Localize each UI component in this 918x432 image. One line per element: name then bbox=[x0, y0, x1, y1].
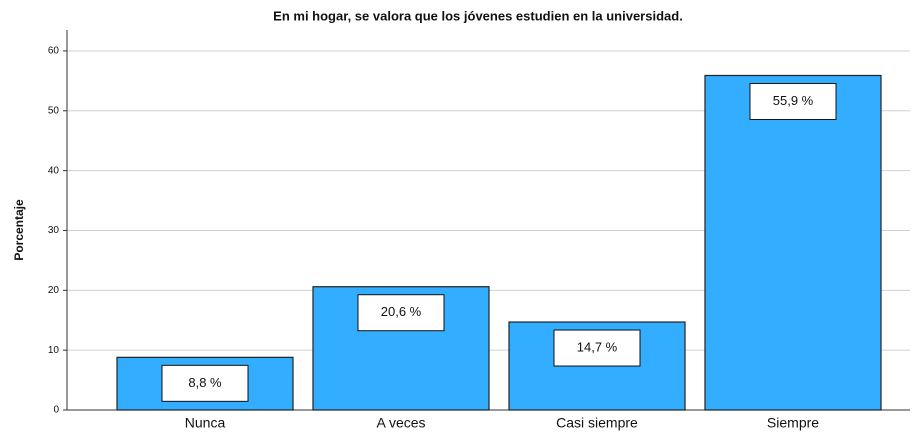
y-tick-label: 40 bbox=[48, 165, 60, 176]
value-label: 8,8 % bbox=[188, 375, 222, 390]
value-label-box bbox=[357, 294, 445, 332]
x-tick-label: Siempre bbox=[767, 415, 819, 431]
y-tick-label: 30 bbox=[48, 225, 60, 236]
value-label-box bbox=[161, 364, 249, 402]
y-tick-label: 60 bbox=[48, 46, 60, 57]
y-tick-label: 10 bbox=[48, 345, 60, 356]
y-tick-label: 20 bbox=[48, 285, 60, 296]
y-tick-label: 50 bbox=[48, 105, 60, 116]
y-axis-label: Porcentaje bbox=[12, 199, 26, 261]
x-tick-label: Casi siempre bbox=[556, 415, 638, 431]
chart-title: En mi hogar, se valora que los jóvenes e… bbox=[273, 8, 683, 23]
value-label-box bbox=[749, 82, 837, 120]
bar bbox=[704, 74, 882, 411]
value-label: 55,9 % bbox=[773, 93, 814, 108]
y-tick-label: 0 bbox=[53, 405, 59, 416]
x-tick-label: A veces bbox=[376, 415, 425, 431]
value-label: 20,6 % bbox=[381, 304, 422, 319]
value-label-box bbox=[553, 329, 641, 367]
x-tick-label: Nunca bbox=[185, 415, 226, 431]
value-label: 14,7 % bbox=[577, 339, 618, 354]
